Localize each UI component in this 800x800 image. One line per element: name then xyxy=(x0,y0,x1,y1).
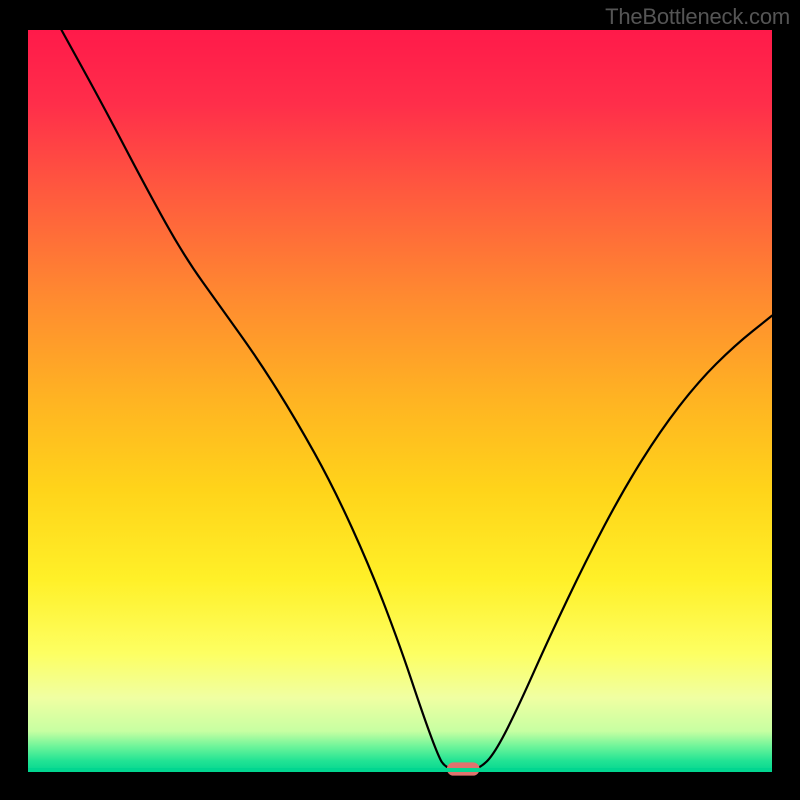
chart-container: TheBottleneck.com xyxy=(0,0,800,800)
baseline-strip xyxy=(28,768,772,772)
plot-background xyxy=(28,30,772,772)
watermark-text: TheBottleneck.com xyxy=(605,4,790,30)
bottleneck-chart xyxy=(0,0,800,800)
